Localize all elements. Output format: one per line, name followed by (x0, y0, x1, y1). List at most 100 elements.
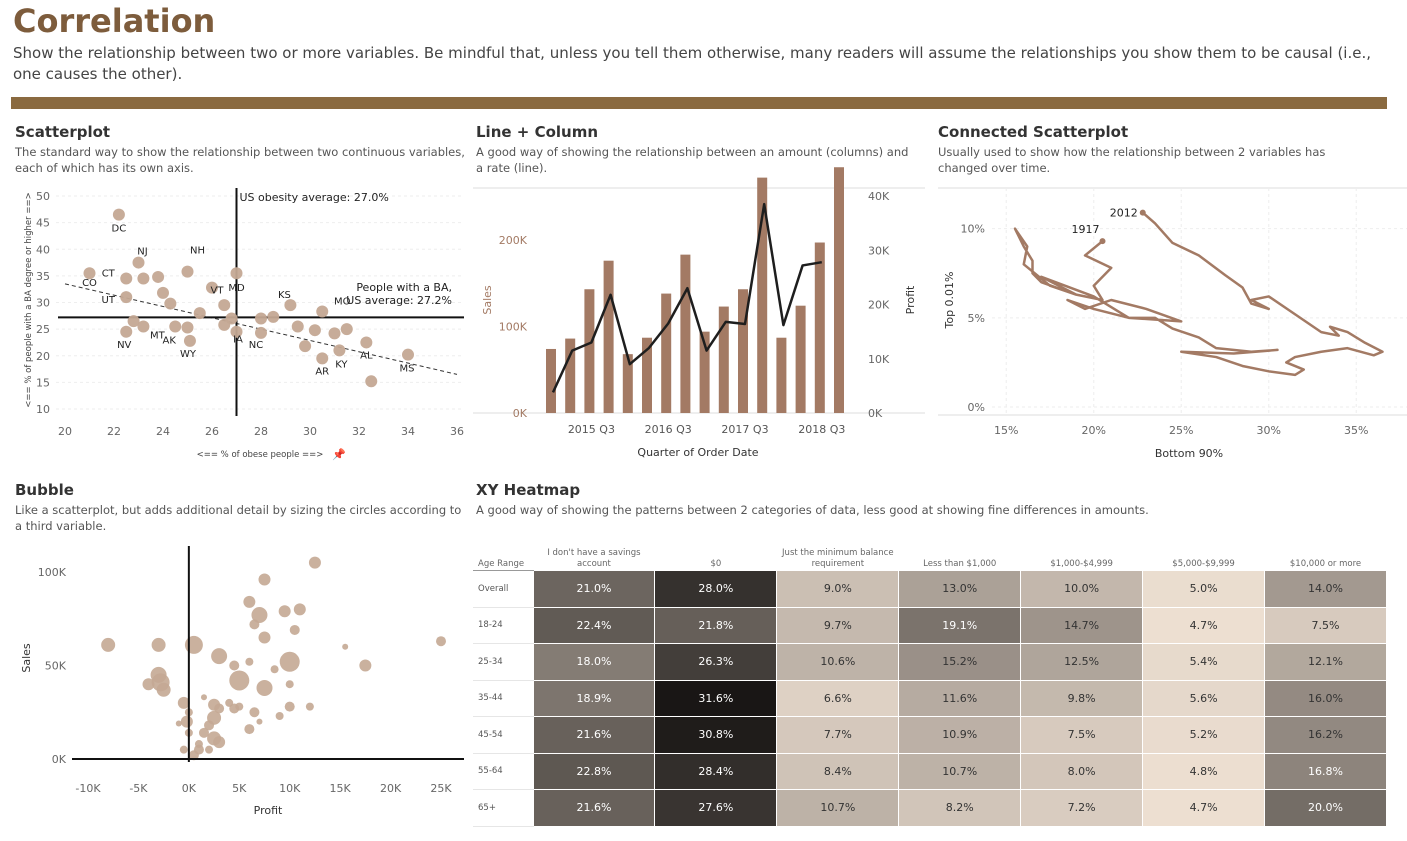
y2-tick-label: 0K (868, 407, 883, 420)
heatmap-column-header: Just the minimum balance requirement (782, 548, 894, 569)
heatmap-cell: 9.8% (1020, 679, 1144, 717)
heatmap-cell: 28.0% (654, 570, 778, 608)
heatmap-column-header: Less than $1,000 (923, 559, 997, 569)
point-label: NH (190, 246, 205, 257)
scatter-point (316, 305, 329, 318)
heatmap-row: 35-44 18.9% 31.6% 6.6% 11.6% 9.8% 5.6% 16.0% (473, 679, 1387, 717)
point-label: VT (211, 286, 225, 297)
scatter-point (137, 272, 150, 285)
x-tick-label: 35% (1344, 424, 1368, 437)
x-tick-label: 2015 Q3 (568, 423, 615, 436)
heatmap-row: 55-64 22.8% 28.4% 8.4% 10.7% 8.0% 4.8% 16.8% (473, 752, 1387, 790)
y2-tick-label: 20K (868, 299, 890, 312)
heatmap-row-header: Age Range (478, 559, 525, 569)
x-tick-label: 15% (994, 424, 1018, 437)
y-axis-label: Sales (481, 285, 494, 315)
bubble-point (284, 701, 295, 712)
heatmap-row: 25-34 18.0% 26.3% 10.6% 15.2% 12.5% 5.4% 12.1% (473, 643, 1387, 681)
bubble-point (249, 707, 260, 718)
heatmap-cell: 18.0% (532, 643, 656, 681)
bubble-point (229, 660, 240, 671)
x-axis-label: Bottom 90% (1155, 447, 1223, 460)
point-label: DC (112, 224, 127, 235)
x-tick-label: 20 (58, 425, 72, 438)
y-tick-label: 15 (36, 376, 50, 389)
scatter-point (308, 324, 321, 337)
heatmap-cell: 8.0% (1020, 752, 1144, 790)
x-tick-label: 2017 Q3 (721, 423, 768, 436)
bubble-point (175, 720, 182, 727)
scatter-point (230, 267, 243, 280)
scatter-point (328, 327, 341, 340)
heatmap-cell: 14.7% (1020, 606, 1144, 644)
y-tick-label: 10 (36, 403, 50, 416)
scatter-point (83, 267, 96, 280)
scatter-point (120, 272, 133, 285)
heatmap-cell: 5.0% (1142, 570, 1266, 608)
x-tick-label: 28 (254, 425, 268, 438)
bubble-description: Like a scatterplot, but adds additional … (15, 503, 462, 533)
heatmap-cell: 5.6% (1142, 679, 1266, 717)
bubble-point (211, 648, 228, 665)
bubble-point (289, 624, 300, 635)
scatter-point (112, 208, 125, 221)
scatter-point (193, 307, 206, 320)
scatter-point (360, 336, 373, 349)
y-tick-label: 100K (499, 320, 528, 333)
heatmap-cell: 22.8% (532, 752, 656, 790)
y2-axis-label: Profit (904, 285, 917, 314)
scatter-point (402, 348, 414, 361)
y-tick-label: 50K (45, 660, 67, 673)
scatter-point (181, 321, 194, 334)
y-tick-label: 10% (961, 223, 985, 236)
scatter-point (365, 375, 378, 388)
heatmap-cell: 21.6% (532, 716, 656, 754)
scatterplot-chart: 10 15 20 25 30 35 40 45 50 20 22 24 26 28 30 32 34 36 US o… (24, 188, 464, 461)
bubble-point (270, 665, 279, 674)
heatmap-cell: 5.4% (1142, 643, 1266, 681)
heatmap-cell: 20.0% (1264, 789, 1387, 827)
bubble-point (245, 657, 254, 666)
y2-tick-label: 10K (868, 353, 890, 366)
heatmap-cell: 9.0% (776, 570, 900, 608)
y-tick-label: 0% (968, 401, 985, 414)
bubble-point (205, 745, 214, 754)
y-tick-label: 5% (968, 312, 985, 325)
column-bar (814, 242, 825, 413)
x-tick-label: 15K (330, 782, 352, 795)
heatmap-cell: 10.7% (776, 789, 900, 827)
heatmap-cell: 10.9% (898, 716, 1022, 754)
bubble-point (258, 631, 271, 644)
heatmap-cell: 7.5% (1264, 606, 1387, 644)
scatter-point (316, 352, 329, 365)
point-label: UT (102, 295, 116, 306)
scatter-point (225, 312, 238, 325)
point-label: MD (228, 283, 245, 294)
point-label: WY (180, 349, 197, 360)
bubble-point (258, 573, 271, 586)
point-label: NC (249, 340, 263, 351)
heatmap-description: A good way of showing the patterns betwe… (476, 503, 1149, 517)
heatmap-cell: 12.1% (1264, 643, 1387, 681)
reference-label-y: People with a BA, (356, 281, 452, 294)
y-tick-label: 35 (36, 270, 50, 283)
bubble-point (101, 637, 116, 652)
x-tick-label: -5K (129, 782, 148, 795)
page-description: Show the relationship between two or mor… (13, 44, 1371, 83)
bubble-title: Bubble (15, 481, 74, 499)
heatmap-cell: 16.0% (1264, 679, 1387, 717)
point-label: AL (360, 350, 373, 361)
point-label: NJ (137, 247, 147, 258)
bubble-point (308, 556, 321, 569)
scatter-point (181, 265, 194, 278)
x-tick-label: 32 (352, 425, 366, 438)
bubble-point (243, 595, 256, 608)
point-label: KS (278, 290, 291, 301)
heatmap-column-header: $10,000 or more (1289, 559, 1362, 569)
point-label: MT (150, 330, 166, 341)
column-bar (795, 305, 806, 413)
scatter-point (218, 299, 231, 312)
x-tick-label: 10K (279, 782, 301, 795)
heatmap-cell: 12.5% (1020, 643, 1144, 681)
point-label: NV (117, 340, 131, 351)
